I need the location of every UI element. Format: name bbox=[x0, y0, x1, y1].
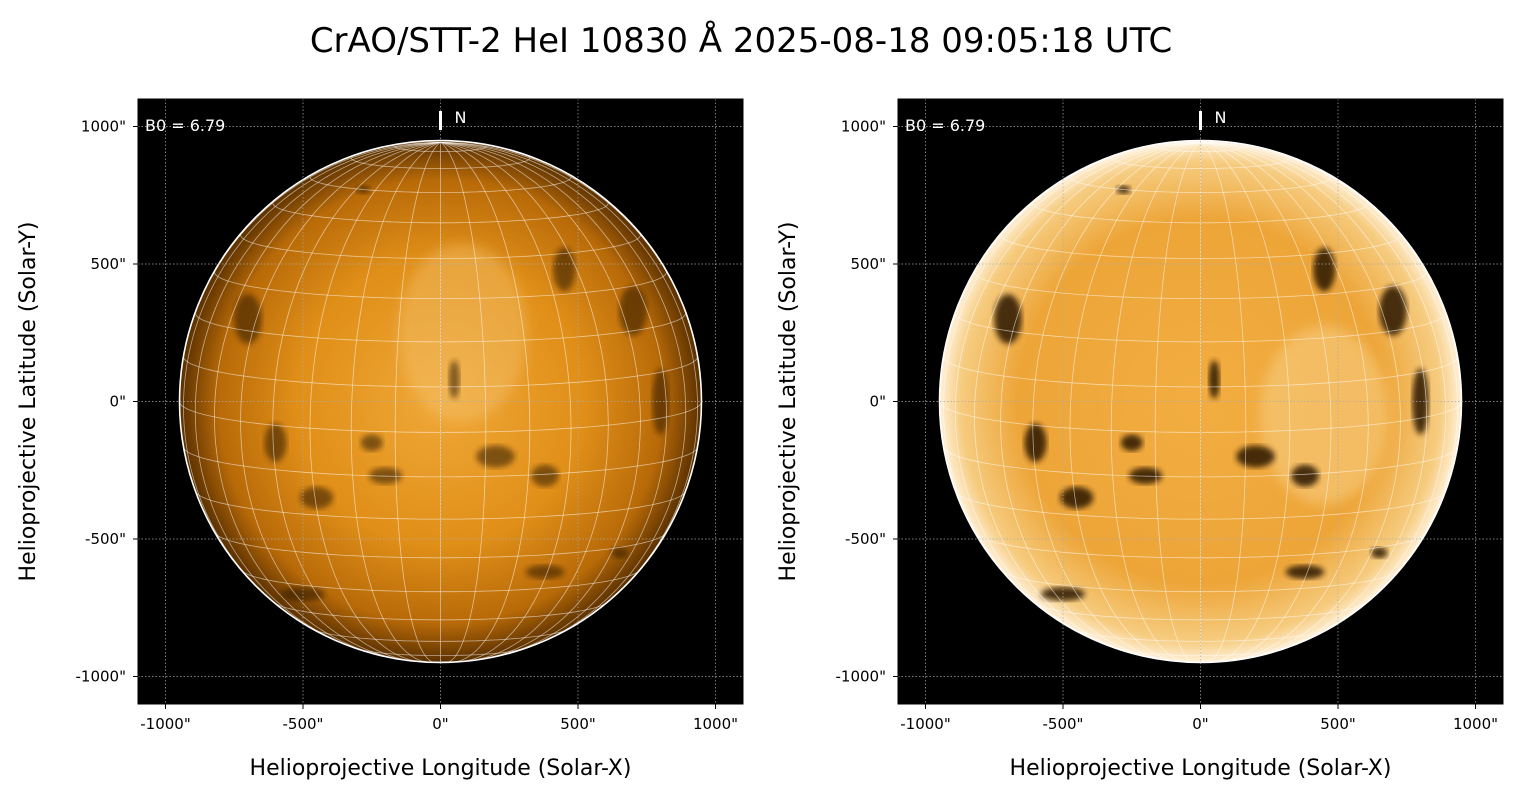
dark-filament bbox=[531, 464, 559, 487]
y-tick-label: 0" bbox=[110, 393, 126, 411]
longitude-line bbox=[394, 142, 441, 663]
longitude-line bbox=[1200, 142, 1247, 663]
longitude-line bbox=[440, 142, 572, 663]
disk-features bbox=[994, 185, 1429, 601]
longitude-line bbox=[974, 142, 1201, 658]
longitude-line bbox=[440, 142, 687, 649]
dark-filament bbox=[476, 445, 515, 468]
dark-filament bbox=[611, 547, 628, 559]
longitude-line bbox=[1000, 142, 1201, 660]
axes-frame bbox=[897, 98, 1504, 705]
longitude-line bbox=[1200, 142, 1458, 615]
x-tick-label: 1000" bbox=[1453, 715, 1498, 733]
dark-filament bbox=[1379, 286, 1407, 336]
dark-filament bbox=[619, 286, 647, 336]
dark-filament bbox=[1291, 464, 1319, 487]
dark-filament bbox=[369, 467, 402, 484]
longitude-line bbox=[1154, 142, 1201, 663]
longitude-line bbox=[1069, 142, 1201, 663]
x-axis-label: Helioprojective Longitude (Solar-X) bbox=[250, 756, 632, 781]
dark-filament bbox=[1120, 434, 1143, 451]
x-tick-label: 1000" bbox=[693, 715, 738, 733]
dark-filament bbox=[1208, 360, 1220, 399]
longitude-line bbox=[214, 142, 441, 658]
figure-title: CrAO/STT-2 HeI 10830 Å 2025-08-18 09:05:… bbox=[310, 20, 1172, 61]
longitude-line bbox=[240, 142, 441, 660]
x-axis-label: Helioprojective Longitude (Solar-X) bbox=[1010, 756, 1392, 781]
y-tick-label: 500" bbox=[90, 255, 126, 273]
b0-annotation: B0 = 6.79 bbox=[145, 116, 225, 135]
y-tick-label: -1000" bbox=[836, 668, 887, 686]
dark-filament bbox=[1060, 486, 1094, 509]
dark-filament bbox=[1285, 565, 1325, 579]
dark-filament bbox=[553, 247, 576, 292]
panel-left: -1000" -500" 0" 500" 1000" 1000" 500" 0" -500" -1… bbox=[16, 98, 744, 781]
x-tick-label: -500" bbox=[283, 715, 324, 733]
b0-annotation: B0 = 6.79 bbox=[905, 116, 985, 135]
longitude-line bbox=[440, 142, 698, 615]
dark-filament bbox=[1236, 445, 1275, 468]
y-tick-label: 1000" bbox=[81, 118, 126, 136]
longitude-line bbox=[183, 142, 441, 615]
axes-frame bbox=[137, 98, 744, 705]
x-tick-label: 0" bbox=[432, 715, 448, 733]
longitude-line bbox=[1200, 142, 1401, 660]
y-tick-label: -500" bbox=[85, 530, 126, 548]
north-label: N bbox=[455, 108, 467, 127]
longitude-line bbox=[1200, 142, 1291, 663]
y-axis-label: Helioprojective Latitude (Solar-Y) bbox=[776, 222, 801, 582]
longitude-line bbox=[1200, 142, 1369, 662]
y-axis-label: Helioprojective Latitude (Solar-Y) bbox=[16, 222, 41, 582]
dark-filament bbox=[448, 360, 460, 399]
longitude-line bbox=[1200, 142, 1332, 663]
x-tick-label: 0" bbox=[1192, 715, 1208, 733]
dark-filament bbox=[360, 434, 383, 451]
x-tick-label: 500" bbox=[1320, 715, 1356, 733]
dark-filament bbox=[994, 294, 1022, 344]
north-label: N bbox=[1215, 108, 1227, 127]
dark-filament bbox=[1024, 423, 1047, 462]
dark-filament bbox=[264, 423, 287, 462]
panel-right: -1000" -500" 0" 500" 1000" 1000" 500" 0" -500" -1… bbox=[776, 98, 1504, 781]
longitude-line bbox=[440, 142, 531, 663]
x-tick-label: -500" bbox=[1043, 715, 1084, 733]
longitude-line bbox=[440, 142, 609, 662]
longitude-line bbox=[350, 142, 441, 663]
longitude-line bbox=[440, 142, 641, 660]
longitude-line bbox=[1032, 142, 1201, 662]
bright-region bbox=[1259, 326, 1389, 505]
dark-filament bbox=[1313, 247, 1336, 292]
dark-filament bbox=[1129, 467, 1162, 484]
longitude-line bbox=[440, 142, 667, 658]
y-tick-label: -500" bbox=[845, 530, 886, 548]
longitude-line bbox=[1200, 142, 1427, 658]
dark-filament bbox=[525, 565, 565, 579]
longitude-line bbox=[1110, 142, 1201, 663]
dark-filament bbox=[300, 486, 334, 509]
longitude-line bbox=[440, 142, 487, 663]
longitude-line bbox=[943, 142, 1201, 615]
longitude-line bbox=[954, 142, 1201, 649]
y-tick-label: -1000" bbox=[76, 668, 127, 686]
y-tick-label: 0" bbox=[870, 393, 886, 411]
y-tick-label: 1000" bbox=[841, 118, 886, 136]
limb-circle bbox=[178, 139, 703, 664]
bright-region bbox=[398, 243, 527, 422]
longitude-line bbox=[309, 142, 441, 663]
longitude-line bbox=[1200, 142, 1447, 649]
x-tick-label: -1000" bbox=[140, 715, 191, 733]
y-tick-label: 500" bbox=[850, 255, 886, 273]
dark-filament bbox=[234, 294, 262, 344]
longitude-line bbox=[194, 142, 441, 649]
longitude-line bbox=[272, 142, 441, 662]
dark-filament bbox=[1371, 547, 1388, 559]
limb-circle bbox=[938, 139, 1463, 664]
x-tick-label: 500" bbox=[560, 715, 596, 733]
x-tick-label: -1000" bbox=[900, 715, 951, 733]
